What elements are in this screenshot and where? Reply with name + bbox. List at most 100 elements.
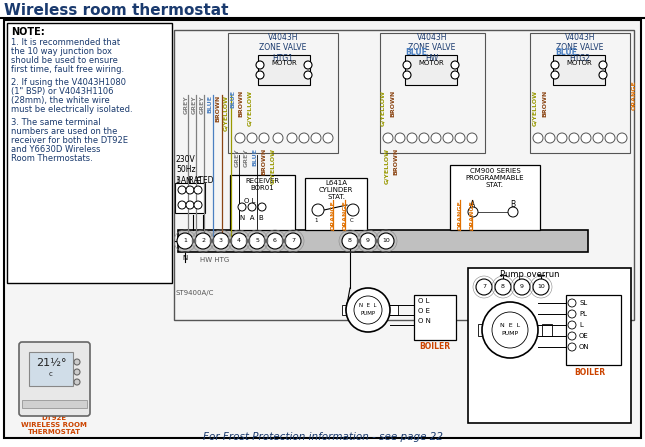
- Text: BLUE: BLUE: [230, 90, 235, 108]
- Circle shape: [467, 133, 477, 143]
- Text: 3: 3: [219, 239, 223, 244]
- Circle shape: [347, 204, 359, 216]
- Text: N: N: [183, 255, 188, 261]
- Circle shape: [455, 133, 465, 143]
- Circle shape: [593, 133, 603, 143]
- Text: and Y6630D Wireless: and Y6630D Wireless: [11, 145, 101, 154]
- Text: C: C: [350, 218, 354, 223]
- Circle shape: [304, 71, 312, 79]
- Text: 2: 2: [201, 239, 205, 244]
- Text: O E: O E: [418, 308, 430, 314]
- Text: ORANGE: ORANGE: [631, 80, 637, 110]
- Text: RECEIVER
BOR01: RECEIVER BOR01: [245, 178, 279, 191]
- Text: B: B: [510, 200, 515, 209]
- Text: 8: 8: [348, 239, 352, 244]
- Circle shape: [238, 203, 246, 211]
- Circle shape: [383, 133, 393, 143]
- Text: 10: 10: [382, 239, 390, 244]
- Circle shape: [287, 133, 297, 143]
- Text: MOTOR: MOTOR: [271, 60, 297, 66]
- Text: PUMP: PUMP: [501, 331, 519, 336]
- Text: N  A  B: N A B: [240, 215, 264, 221]
- Text: BROWN: BROWN: [239, 90, 244, 117]
- Circle shape: [259, 133, 269, 143]
- Circle shape: [492, 312, 528, 348]
- Bar: [342, 305, 352, 315]
- Bar: [414, 295, 456, 340]
- Bar: [530, 33, 630, 153]
- Bar: [450, 165, 540, 230]
- Circle shape: [443, 133, 453, 143]
- Text: CM900 SERIES
PROGRAMMABLE
STAT.: CM900 SERIES PROGRAMMABLE STAT.: [466, 168, 524, 188]
- Text: the 10 way junction box: the 10 way junction box: [11, 47, 112, 56]
- Text: OE: OE: [579, 333, 589, 339]
- Bar: [174, 30, 634, 320]
- Text: BROWN: BROWN: [215, 95, 221, 122]
- Text: 1. It is recommended that: 1. It is recommended that: [11, 38, 120, 47]
- Text: GREY: GREY: [244, 148, 248, 167]
- Bar: [388, 305, 398, 315]
- Circle shape: [533, 133, 543, 143]
- Text: L  N  E: L N E: [177, 177, 201, 186]
- Text: ON: ON: [579, 344, 590, 350]
- Bar: [553, 55, 605, 85]
- Bar: [228, 33, 338, 153]
- Bar: [405, 55, 457, 85]
- Circle shape: [249, 233, 265, 249]
- Text: BROWN: BROWN: [542, 90, 548, 117]
- Text: ORANGE: ORANGE: [330, 200, 335, 230]
- Bar: [230, 175, 295, 230]
- Text: G/YELLOW: G/YELLOW: [533, 90, 537, 126]
- Circle shape: [403, 71, 411, 79]
- Bar: [380, 33, 485, 153]
- Circle shape: [551, 71, 559, 79]
- Circle shape: [545, 133, 555, 143]
- Circle shape: [311, 133, 321, 143]
- Text: 1: 1: [183, 239, 187, 244]
- Circle shape: [482, 302, 538, 358]
- Circle shape: [248, 203, 256, 211]
- Text: (28mm), the white wire: (28mm), the white wire: [11, 96, 110, 105]
- Text: G/YELLOW: G/YELLOW: [224, 95, 228, 131]
- Text: 8: 8: [501, 284, 505, 290]
- Bar: [258, 55, 310, 85]
- Bar: [468, 268, 631, 423]
- Text: BLUE: BLUE: [555, 48, 577, 57]
- Text: G/YELLOW: G/YELLOW: [384, 148, 390, 184]
- Circle shape: [451, 61, 459, 69]
- Circle shape: [74, 369, 80, 375]
- Circle shape: [617, 133, 627, 143]
- Circle shape: [360, 233, 376, 249]
- Bar: [178, 230, 588, 252]
- Circle shape: [342, 233, 358, 249]
- Circle shape: [568, 332, 576, 340]
- Text: BROWN: BROWN: [261, 148, 266, 175]
- Circle shape: [395, 133, 405, 143]
- Bar: [29, 352, 73, 386]
- Circle shape: [568, 310, 576, 318]
- Circle shape: [569, 133, 579, 143]
- Circle shape: [605, 133, 615, 143]
- Text: 5: 5: [255, 239, 259, 244]
- Text: first time, fault free wiring.: first time, fault free wiring.: [11, 65, 124, 74]
- Circle shape: [312, 204, 324, 216]
- Text: numbers are used on the: numbers are used on the: [11, 127, 117, 136]
- Circle shape: [568, 321, 576, 329]
- Text: L: L: [579, 322, 583, 328]
- Text: Wireless room thermostat: Wireless room thermostat: [4, 3, 228, 18]
- Text: For Frost Protection information - see page 22: For Frost Protection information - see p…: [203, 432, 443, 442]
- Text: 21½°: 21½°: [35, 358, 66, 368]
- Bar: [542, 324, 552, 336]
- Circle shape: [273, 133, 283, 143]
- Text: Pump overrun: Pump overrun: [500, 270, 559, 279]
- Text: GREY: GREY: [235, 148, 239, 167]
- Circle shape: [299, 133, 309, 143]
- Circle shape: [231, 233, 247, 249]
- Text: BLUE: BLUE: [252, 148, 257, 166]
- Text: MOTOR: MOTOR: [418, 60, 444, 66]
- Text: BOILER: BOILER: [575, 368, 606, 377]
- Circle shape: [177, 233, 193, 249]
- Text: 9: 9: [520, 284, 524, 290]
- Bar: [478, 324, 488, 336]
- Circle shape: [194, 201, 202, 209]
